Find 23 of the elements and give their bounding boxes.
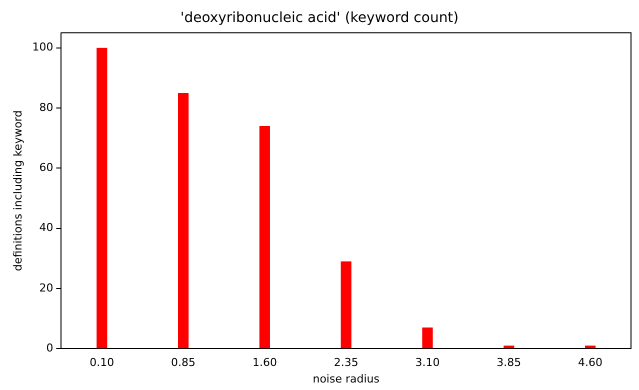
bar: [259, 126, 270, 348]
x-tick-label: 1.60: [252, 356, 277, 370]
x-tick-label: 3.10: [415, 356, 440, 370]
y-tick-label: 20: [39, 281, 54, 294]
x-tick-label: 3.85: [496, 356, 522, 370]
bar: [422, 328, 433, 348]
x-tick-label: 0.85: [171, 356, 196, 370]
y-tick-label: 60: [39, 161, 54, 174]
x-axis-title: noise radius: [312, 372, 380, 386]
bar: [340, 261, 352, 348]
x-tick-label: 0.10: [90, 356, 114, 370]
y-tick-label: 100: [32, 40, 54, 54]
bar: [178, 92, 189, 348]
x-tick-label: 4.60: [578, 356, 603, 370]
y-axis-title: definitions including keyword: [11, 110, 24, 272]
bar: [504, 346, 514, 348]
bar: [96, 48, 108, 348]
y-tick-label: 0: [46, 341, 54, 354]
y-tick-label: 80: [39, 100, 54, 114]
x-tick-label: 2.35: [334, 356, 358, 370]
chart-title: 'deoxyribonucleic acid' (keyword count): [180, 10, 459, 26]
bar: [585, 346, 596, 348]
y-tick-label: 40: [39, 221, 54, 234]
